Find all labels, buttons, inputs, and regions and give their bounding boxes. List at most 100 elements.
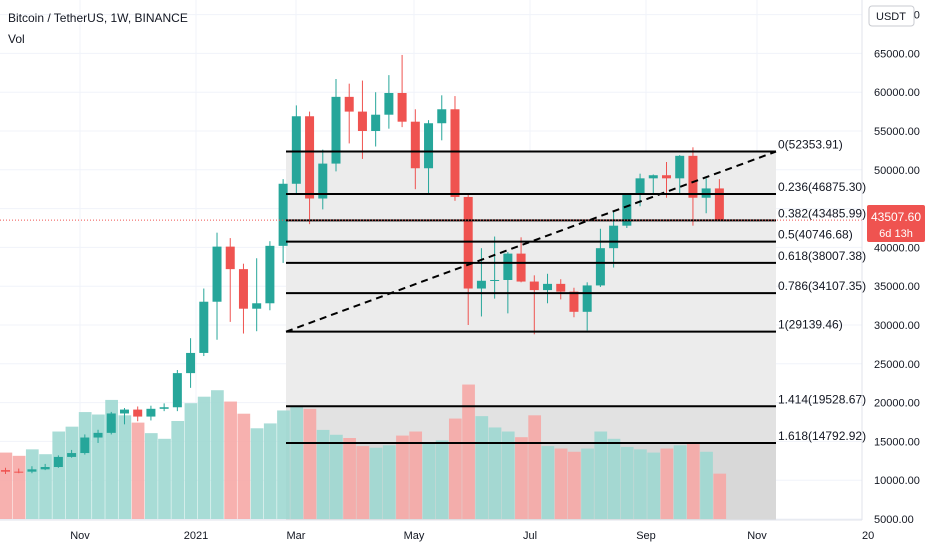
fib-level-label: 1.414(19528.67) [778, 392, 866, 406]
volume-bar [620, 446, 634, 519]
candle-body [463, 196, 473, 289]
candle-body [67, 453, 77, 457]
volume-bar [211, 390, 224, 519]
volume-bar [686, 442, 700, 519]
volume-bar [158, 438, 171, 519]
volume-bar [12, 455, 26, 519]
volume-bar [501, 431, 515, 519]
candle-body [14, 471, 24, 473]
volume-bar [475, 416, 489, 519]
volume-bar [316, 429, 330, 519]
candle-body [569, 291, 579, 312]
volume-bar [435, 440, 449, 519]
volume-bar [343, 438, 356, 519]
candle-body [371, 114, 381, 131]
candle-body [53, 456, 63, 468]
candle-body [252, 303, 262, 309]
volume-bar [607, 438, 621, 519]
fib-level-label: 0.236(46875.30) [778, 180, 866, 194]
volume-bar [330, 434, 343, 519]
candle-body [40, 467, 50, 470]
candle-body [688, 155, 698, 198]
volume-bar [700, 451, 713, 519]
volume-bar [144, 433, 158, 519]
volume-bar [488, 427, 502, 519]
volume-bar [290, 406, 304, 519]
volume-bar [78, 412, 92, 519]
candle-body [199, 301, 209, 353]
fib-level-label: 0.5(40746.68) [778, 228, 853, 242]
candle-body [476, 280, 486, 289]
candle-body [318, 163, 328, 199]
time-axis[interactable]: Nov 2021 Mar May Jul Sep Nov 20 [70, 530, 874, 542]
volume-bar [382, 445, 396, 519]
time-tick-label: 2021 [184, 530, 208, 542]
volume-bars [0, 384, 727, 519]
volume-bar [131, 422, 145, 519]
volume-bar [92, 414, 105, 519]
volume-bar [396, 435, 409, 519]
volume-bar [422, 442, 436, 519]
candle-body [635, 178, 645, 195]
candle-body [146, 408, 156, 417]
volume-bar [237, 413, 251, 519]
candle-body [357, 111, 367, 131]
candle-body [331, 96, 341, 164]
time-tick-label: Mar [287, 530, 306, 542]
candle-body [556, 283, 566, 292]
candle-body [543, 283, 553, 291]
volume-bar [52, 431, 66, 519]
price-tick-label: 40000.00 [874, 242, 920, 254]
last-price-value: 43507.60 [871, 210, 921, 224]
time-tick-label: Jul [523, 530, 537, 542]
volume-legend[interactable]: Vol [8, 32, 25, 46]
currency-label[interactable]: USDT [876, 11, 906, 23]
candle-body [529, 281, 539, 291]
candles[interactable] [1, 54, 724, 474]
candle-body [516, 253, 526, 282]
price-tick-label: 20000.00 [874, 398, 920, 410]
candle-body [93, 432, 103, 438]
candle-body [212, 246, 222, 302]
volume-bar [356, 446, 370, 519]
fib-level-label: 1(29139.46) [778, 318, 843, 332]
volume-bar [277, 410, 290, 519]
candle-body [119, 409, 129, 414]
volume-bar [184, 403, 198, 519]
last-price-tag: 43507.60 6d 13h [867, 205, 925, 242]
last-price-tag-bg [867, 205, 925, 242]
trend-line-dashed [285, 150, 777, 333]
volume-bar [594, 431, 608, 519]
candle-body [648, 175, 658, 179]
fib-level-label: 0.786(34107.35) [778, 279, 866, 293]
symbol-legend[interactable]: Bitcoin / TetherUS, 1W, BINANCE [8, 11, 188, 25]
time-tick-label: Nov [70, 530, 90, 542]
currency-selector-box[interactable] [868, 5, 915, 27]
volume-bar [515, 437, 528, 519]
volume-bar [673, 445, 687, 519]
trend-line[interactable] [285, 150, 777, 333]
candle-body [609, 225, 619, 249]
volume-bar [581, 448, 594, 519]
candle-body [305, 116, 315, 199]
candle-body [265, 245, 275, 304]
candle-body [582, 285, 592, 312]
price-tick-label: 60000.00 [874, 87, 920, 99]
time-tick-label: 20 [862, 530, 874, 542]
candle-body [714, 188, 724, 221]
volume-bar [39, 454, 52, 519]
fib-zone-1 [286, 331, 776, 407]
price-tick-label: 65000.00 [874, 48, 920, 60]
volume-bar [65, 426, 79, 519]
candle-body [133, 409, 143, 417]
currency-selector[interactable]: USDT [868, 5, 915, 27]
candle-body [662, 175, 671, 179]
volume-bar [462, 384, 475, 519]
volume-bar [25, 449, 39, 519]
volume-bar [369, 447, 383, 519]
volume-bar [303, 408, 317, 519]
fib-retracement[interactable]: 0(52353.91) 0.236(46875.30) 0.382(43485.99… [286, 138, 866, 445]
volume-bar [448, 418, 462, 519]
